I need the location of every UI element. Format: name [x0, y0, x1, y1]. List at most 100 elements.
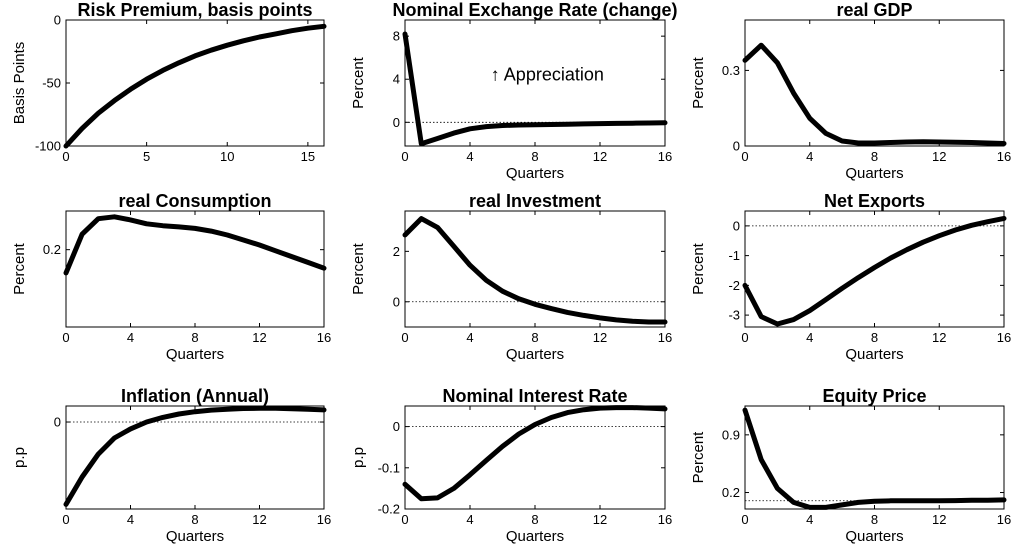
- x-tick-label: 12: [932, 512, 946, 527]
- x-tick-label: 0: [401, 512, 408, 527]
- chart-panel-5: real Investment 0 4 8 12 16 0 2 Quarters Percent: [350, 191, 672, 363]
- y-axis-label: Percent: [690, 56, 707, 109]
- y-tick-label: -100: [35, 139, 61, 154]
- y-tick-label: -0.2: [378, 502, 400, 517]
- y-tick-label: 0: [733, 218, 740, 233]
- y-axis-label: p.p: [11, 447, 28, 468]
- chart-title: real Investment: [469, 191, 601, 211]
- y-tick-label: -1: [728, 248, 740, 263]
- y-tick-label: -50: [42, 76, 61, 91]
- series-line: [63, 23, 327, 149]
- series-line: [402, 405, 668, 502]
- x-axis-label: Quarters: [845, 346, 903, 363]
- x-tick-label: 8: [871, 512, 878, 527]
- plot-frame: [65, 405, 325, 510]
- x-tick-label: 0: [401, 330, 408, 345]
- x-tick-label: 4: [127, 330, 134, 345]
- series-line: [402, 216, 668, 325]
- x-tick-label: 4: [806, 330, 813, 345]
- y-tick-label: 0.3: [722, 63, 740, 78]
- x-tick-label: 16: [997, 512, 1011, 527]
- x-tick-label: 8: [191, 330, 198, 345]
- x-tick-label: 4: [466, 330, 473, 345]
- x-tick-label: 16: [997, 149, 1011, 164]
- y-tick-label: 0: [393, 419, 400, 434]
- x-tick-label: 12: [252, 330, 266, 345]
- x-axis-label: Quarters: [506, 528, 564, 545]
- plot-frame: [404, 210, 666, 328]
- y-axis-label: Percent: [350, 56, 367, 109]
- series-line: [402, 31, 668, 147]
- x-tick-label: 8: [191, 512, 198, 527]
- chart-annotation: ↑ Appreciation: [491, 64, 604, 84]
- x-axis-label: Quarters: [166, 346, 224, 363]
- plot-frame: [65, 19, 325, 147]
- x-tick-label: 16: [658, 149, 672, 164]
- x-tick-label: 12: [593, 330, 607, 345]
- y-axis-label: Percent: [11, 242, 28, 295]
- series-line: [63, 405, 327, 507]
- x-tick-label: 16: [997, 330, 1011, 345]
- x-tick-label: 8: [871, 330, 878, 345]
- x-tick-label: 12: [932, 149, 946, 164]
- chart-title: Risk Premium, basis points: [77, 0, 312, 20]
- x-tick-label: 5: [143, 149, 150, 164]
- chart-title: Nominal Exchange Rate (change): [392, 0, 677, 20]
- y-tick-label: 0: [393, 115, 400, 130]
- y-tick-label: 0: [54, 415, 61, 430]
- x-tick-label: 4: [127, 512, 134, 527]
- x-tick-label: 0: [741, 330, 748, 345]
- x-axis-label: Quarters: [845, 165, 903, 182]
- x-tick-label: 0: [62, 330, 69, 345]
- chart-panel-1: Risk Premium, basis points 0 5 10 15 -100 -50 0…: [11, 0, 327, 164]
- series-line: [742, 42, 1007, 146]
- chart-title: Inflation (Annual): [121, 386, 269, 406]
- y-tick-label: 0: [54, 13, 61, 28]
- y-axis-label: Basis Points: [11, 42, 28, 125]
- x-tick-label: 0: [741, 512, 748, 527]
- y-axis-label: Percent: [350, 242, 367, 295]
- y-tick-label: 2: [393, 244, 400, 259]
- x-tick-label: 16: [317, 330, 331, 345]
- y-axis-label: Percent: [690, 242, 707, 295]
- y-tick-label: 8: [393, 29, 400, 44]
- x-tick-label: 12: [593, 149, 607, 164]
- x-axis-label: Quarters: [506, 165, 564, 182]
- x-tick-label: 15: [301, 149, 315, 164]
- x-tick-label: 4: [466, 512, 473, 527]
- chart-panel-6: Net Exports 0 4 8 12 16 -3 -2 -1 0 Quarters Percent: [690, 191, 1011, 363]
- x-tick-label: 16: [658, 512, 672, 527]
- series-line: [742, 215, 1007, 327]
- y-axis-label: p.p: [350, 447, 367, 468]
- x-tick-label: 0: [741, 149, 748, 164]
- y-tick-label: 0.9: [722, 427, 740, 442]
- chart-title: real Consumption: [118, 191, 271, 211]
- y-tick-label: 0.2: [722, 485, 740, 500]
- chart-title: Equity Price: [822, 386, 926, 406]
- x-tick-label: 16: [658, 330, 672, 345]
- x-tick-label: 8: [531, 330, 538, 345]
- x-axis-label: Quarters: [506, 346, 564, 363]
- x-tick-label: 0: [401, 149, 408, 164]
- series-line: [63, 214, 327, 276]
- chart-panel-8: Nominal Interest Rate 0 4 8 12 16 -0.2 -0.1 0 Qua…: [350, 386, 672, 545]
- x-tick-label: 8: [531, 149, 538, 164]
- plot-frame: [744, 19, 1005, 147]
- x-tick-label: 16: [317, 512, 331, 527]
- y-tick-label: 0.2: [43, 242, 61, 257]
- chart-title: Net Exports: [824, 191, 925, 211]
- chart-title: Nominal Interest Rate: [442, 386, 627, 406]
- x-tick-label: 4: [806, 149, 813, 164]
- chart-title: real GDP: [836, 0, 912, 20]
- x-tick-label: 8: [531, 512, 538, 527]
- x-axis-label: Quarters: [845, 528, 903, 545]
- y-tick-label: 0: [393, 294, 400, 309]
- chart-panel-7: Inflation (Annual) 0 4 8 12 16 0 Quarters p.p: [11, 386, 331, 545]
- x-tick-label: 12: [593, 512, 607, 527]
- x-tick-label: 8: [871, 149, 878, 164]
- y-tick-label: 4: [393, 72, 400, 87]
- y-tick-label: -3: [728, 308, 740, 323]
- x-tick-label: 0: [62, 149, 69, 164]
